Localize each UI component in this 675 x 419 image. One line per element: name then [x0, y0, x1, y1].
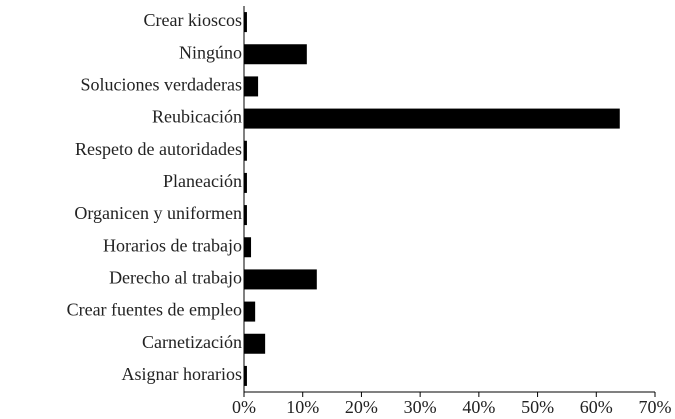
- y-tick-label: Carnetización: [142, 332, 242, 352]
- bar: [244, 44, 307, 65]
- x-tick-label: 0%: [232, 397, 256, 417]
- bar: [244, 140, 247, 161]
- bar: [244, 172, 247, 193]
- y-tick-label: Reubicación: [152, 107, 242, 127]
- bar: [244, 333, 266, 354]
- y-tick-label: Crear kioscos: [144, 10, 242, 30]
- bar: [244, 205, 247, 226]
- bar: [244, 269, 317, 290]
- x-tick-label: 10%: [286, 397, 319, 417]
- y-tick-label: Ningúno: [179, 42, 242, 62]
- bar: [244, 301, 256, 322]
- x-tick-label: 30%: [404, 397, 437, 417]
- y-tick-label: Soluciones verdaderas: [81, 75, 242, 95]
- bar: [244, 237, 252, 258]
- y-tick-label: Horarios de trabajo: [103, 235, 242, 255]
- y-tick-label: Crear fuentes de empleo: [67, 300, 242, 320]
- y-tick-label: Planeación: [163, 171, 242, 191]
- x-tick-label: 40%: [462, 397, 495, 417]
- y-tick-label: Asignar horarios: [122, 364, 242, 384]
- y-tick-label: Derecho al trabajo: [109, 268, 242, 288]
- y-tick-label: Respeto de autoridades: [75, 139, 242, 159]
- bar: [244, 12, 247, 33]
- x-tick-label: 60%: [580, 397, 613, 417]
- x-tick-label: 50%: [521, 397, 554, 417]
- x-tick-label: 20%: [345, 397, 378, 417]
- bar: [244, 108, 620, 129]
- bar: [244, 76, 259, 97]
- y-tick-label: Organicen y uniformen: [74, 203, 242, 223]
- x-tick-label: 70%: [639, 397, 672, 417]
- bar: [244, 365, 247, 386]
